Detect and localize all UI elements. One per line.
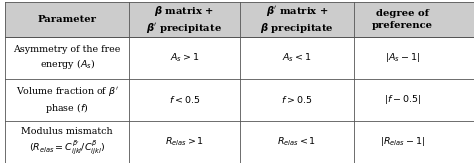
Text: $\boldsymbol{\beta}$ matrix +
$\boldsymbol{\beta}'$ precipitate: $\boldsymbol{\beta}$ matrix + $\boldsymb… xyxy=(146,4,222,35)
Text: $R_{elas} > 1$: $R_{elas} > 1$ xyxy=(165,136,204,148)
Text: Volume fraction of $\beta'$
phase ($f$): Volume fraction of $\beta'$ phase ($f$) xyxy=(16,85,118,115)
Text: $\boldsymbol{\beta}'$ matrix +
$\boldsymbol{\beta}$ precipitate: $\boldsymbol{\beta}'$ matrix + $\boldsym… xyxy=(260,4,334,35)
Text: Parameter: Parameter xyxy=(37,15,97,24)
Text: $A_s > 1$: $A_s > 1$ xyxy=(170,52,199,64)
Text: Modulus mismatch
$(R_{elas} = C^{\beta'}_{ijkl}/C^{\beta}_{ijkl})$: Modulus mismatch $(R_{elas} = C^{\beta'}… xyxy=(21,127,113,157)
Text: degree of
preference: degree of preference xyxy=(372,9,433,30)
Bar xyxy=(5,37,474,163)
Text: Asymmetry of the free
energy ($A_s$): Asymmetry of the free energy ($A_s$) xyxy=(13,45,121,71)
Text: $|A_s - 1|$: $|A_s - 1|$ xyxy=(385,51,420,64)
Text: $R_{elas} < 1$: $R_{elas} < 1$ xyxy=(277,136,317,148)
Text: $|f - 0.5|$: $|f - 0.5|$ xyxy=(384,93,421,106)
Text: $f > 0.5$: $f > 0.5$ xyxy=(282,94,312,105)
Bar xyxy=(5,2,474,37)
Text: $A_s < 1$: $A_s < 1$ xyxy=(282,52,312,64)
Text: $f < 0.5$: $f < 0.5$ xyxy=(169,94,200,105)
Text: $|R_{elas} - 1|$: $|R_{elas} - 1|$ xyxy=(380,135,425,148)
